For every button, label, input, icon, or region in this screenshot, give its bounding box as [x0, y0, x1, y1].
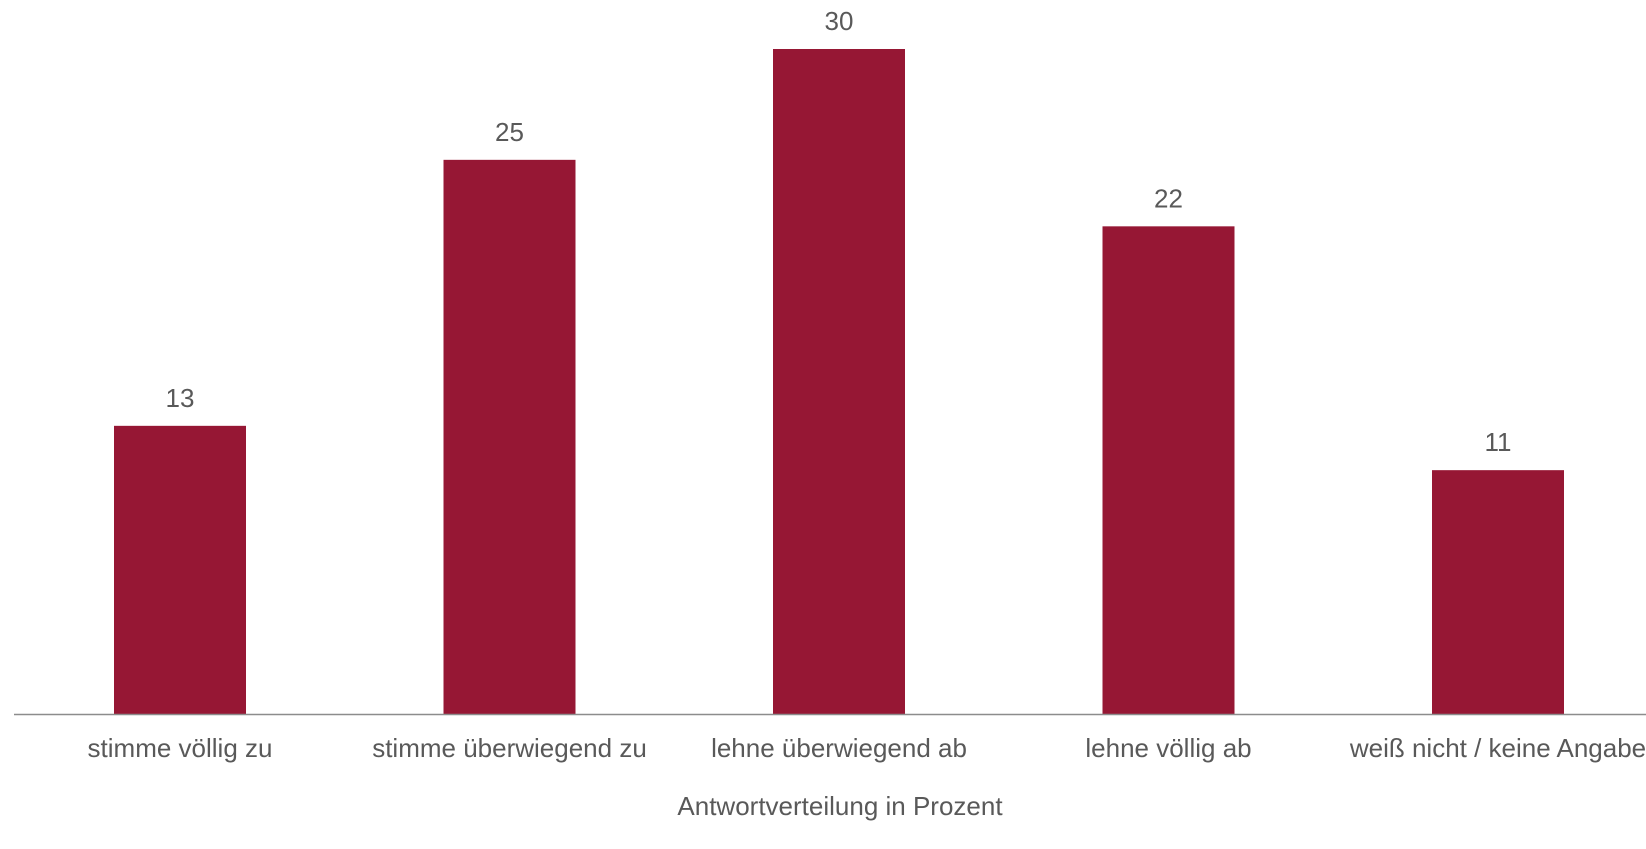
bar [443, 159, 576, 715]
x-axis-title: Antwortverteilung in Prozent [677, 791, 1003, 821]
data-label: 25 [495, 117, 524, 147]
bars-group [114, 49, 1564, 715]
x-tick-label: stimme völlig zu [88, 733, 273, 763]
x-tick-label: stimme überwiegend zu [372, 733, 647, 763]
data-label: 13 [166, 383, 195, 413]
x-tick-label: weiß nicht / keine Angabe [1349, 733, 1646, 763]
x-tick-label: lehne überwiegend ab [711, 733, 967, 763]
bar [1432, 470, 1564, 714]
bar [1102, 226, 1235, 715]
data-labels-group: 13 25 30 22 11 [166, 6, 1512, 457]
bar [773, 49, 905, 714]
x-tick-label: lehne völlig ab [1085, 733, 1251, 763]
data-label: 11 [1485, 427, 1512, 457]
bar [114, 425, 246, 714]
data-label: 30 [825, 6, 854, 36]
data-label: 22 [1154, 183, 1183, 213]
x-tick-labels-group: stimme völlig zu stimme überwiegend zu leh… [88, 733, 1646, 763]
